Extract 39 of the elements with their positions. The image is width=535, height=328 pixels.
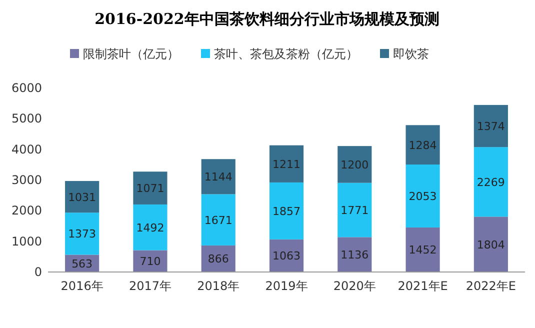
- data-label: 1452: [408, 244, 437, 257]
- y-tick-label: 2000: [11, 204, 42, 218]
- legend-label: 即饮茶: [393, 47, 429, 61]
- data-label: 866: [208, 252, 229, 266]
- data-label: 1804: [476, 238, 505, 252]
- legend-label: 限制茶叶（亿元）: [83, 47, 179, 61]
- data-label: 563: [72, 257, 93, 270]
- y-tick-label: 3000: [11, 173, 42, 187]
- data-label: 1144: [204, 170, 232, 184]
- data-label: 2053: [408, 190, 437, 203]
- data-label: 1284: [408, 138, 437, 152]
- x-tick-label: 2022年E: [466, 279, 516, 293]
- data-label: 1063: [272, 250, 300, 263]
- x-tick-label: 2016年: [60, 279, 104, 293]
- data-label: 1771: [340, 204, 369, 218]
- y-tick-label: 6000: [11, 81, 42, 95]
- data-label: 1031: [68, 190, 96, 204]
- data-label: 1200: [340, 158, 369, 172]
- data-label: 1492: [136, 221, 164, 234]
- x-tick-label: 2019年: [265, 279, 308, 293]
- y-tick-label: 5000: [11, 112, 42, 126]
- legend-label: 茶叶、茶包及茶粉（亿元）: [214, 47, 358, 61]
- y-tick-label: 0: [34, 265, 42, 279]
- data-label: 1211: [272, 158, 300, 171]
- data-label: 1374: [476, 120, 505, 134]
- y-tick-label: 4000: [11, 142, 42, 156]
- x-tick-label: 2017年: [128, 279, 172, 293]
- x-tick-label: 2020年: [333, 279, 376, 293]
- x-tick-label: 2021年E: [398, 279, 448, 293]
- data-label: 710: [140, 255, 161, 268]
- data-label: 1071: [136, 182, 164, 196]
- y-tick-label: 1000: [11, 234, 42, 248]
- title: 2016-2022年中国茶饮料细分行业市场规模及预测: [94, 10, 440, 28]
- data-label: 1373: [68, 228, 96, 241]
- x-tick-label: 2018年: [197, 279, 240, 293]
- data-label: 1857: [272, 204, 300, 218]
- data-label: 1136: [340, 248, 369, 262]
- data-label: 1671: [204, 214, 232, 227]
- data-label: 2269: [476, 176, 505, 189]
